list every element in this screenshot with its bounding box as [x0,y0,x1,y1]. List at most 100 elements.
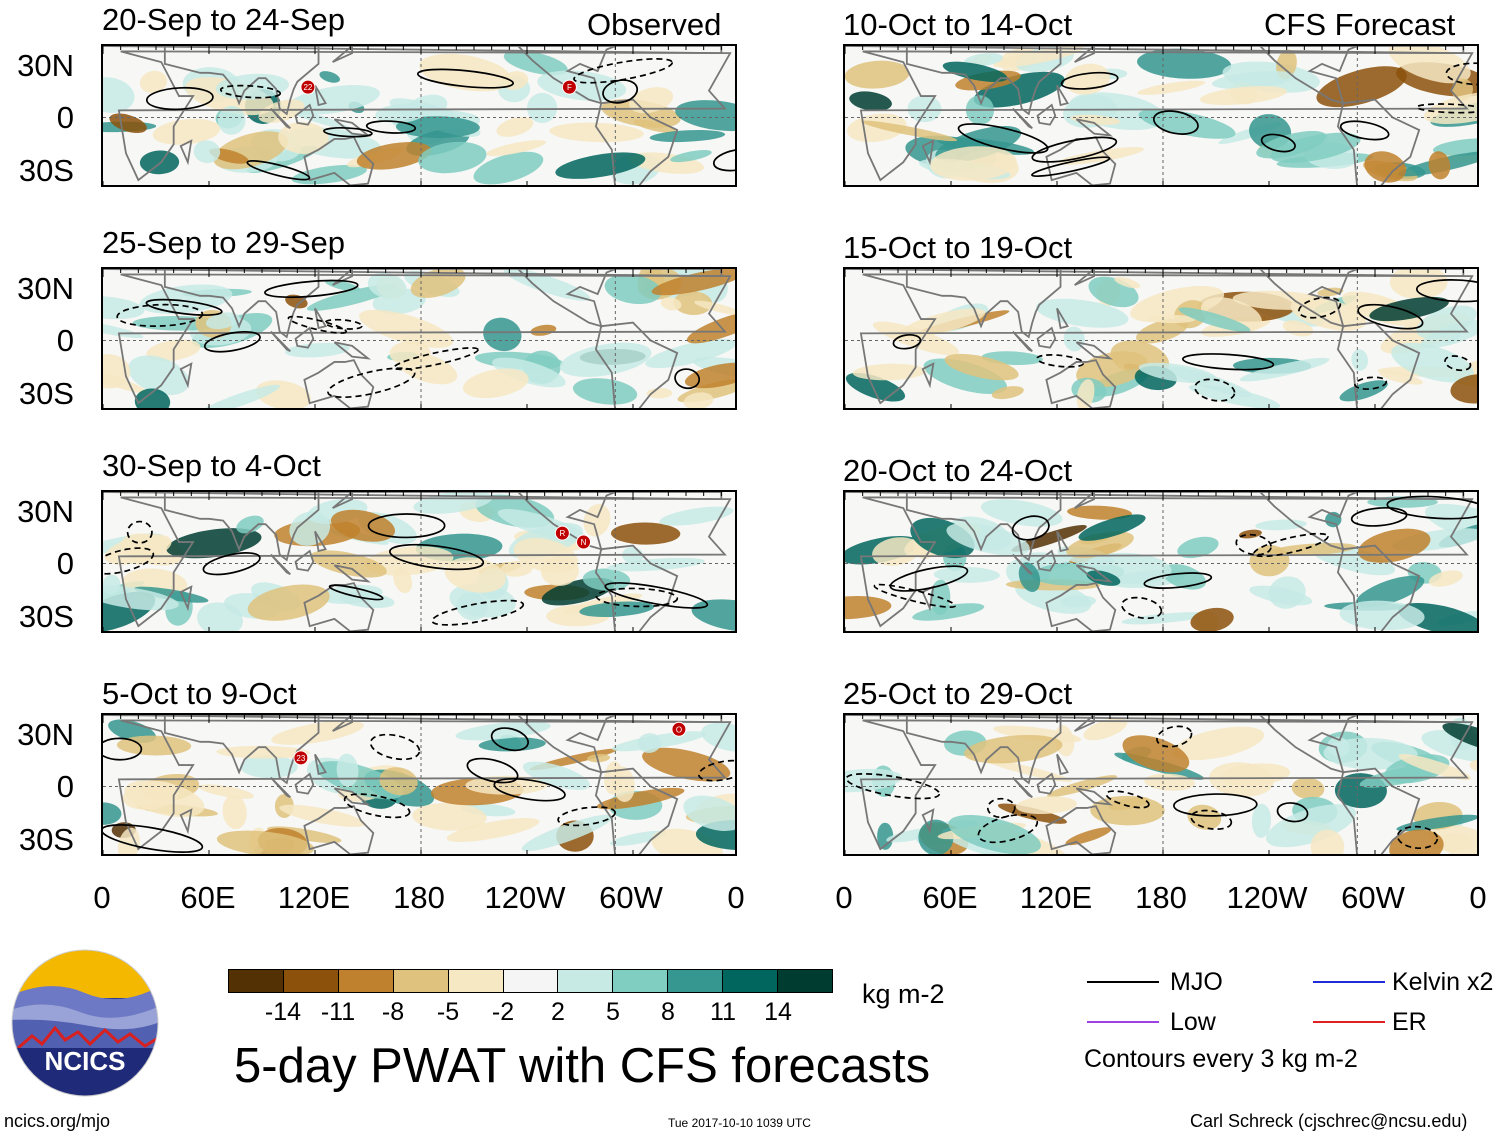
anomaly-shading [325,279,361,292]
main-title: 5-day PWAT with CFS forecasts [234,1039,931,1093]
coastline [117,496,732,628]
coastline [333,564,372,583]
coastline [1075,787,1114,806]
anomaly-shading [166,528,262,559]
coastline [921,585,935,612]
footer-url[interactable]: ncics.org/mjo [4,1111,111,1131]
mjo-contour [431,599,525,626]
colorbar-swatch [448,970,504,992]
mjo-contour [712,148,735,172]
coastline [303,136,375,185]
mjo-contour [1152,110,1199,135]
colorbar [228,969,833,993]
pwat-map: 23 O [103,715,735,854]
anomaly-shading [1416,305,1477,339]
anomaly-shading [1389,269,1448,300]
pwat-map [845,715,1477,854]
anomaly-shading [964,53,1003,67]
mjo-contour [1357,303,1424,330]
panel-title-fc-2: 15-Oct to 19-Oct [843,230,1073,265]
mjo-contour [145,86,214,111]
anomaly-shading [1420,320,1477,349]
anomaly-shading [236,515,264,534]
lat-label: 30N [17,271,74,306]
coastline [294,103,315,126]
anomaly-shading [963,734,1063,764]
anomaly-shading [103,296,145,320]
anomaly-shading [247,584,330,621]
anomaly-shading [1138,109,1236,139]
anomaly-shading [1251,803,1272,838]
anomaly-shading [216,830,315,854]
anomaly-shading [1137,48,1232,79]
lat-label: 30S [18,822,74,857]
mjo-contour [369,733,421,761]
anomaly-shading [559,342,652,377]
anomaly-shading [1212,70,1296,89]
anomaly-shading [1067,505,1133,520]
coastline [314,530,327,553]
anomaly-shading [483,317,522,352]
anomaly-shading [645,339,735,369]
anomaly-shading [103,354,131,389]
mjo-contour [323,126,373,138]
anomaly-shading [1078,514,1146,541]
anomaly-shading [1398,754,1472,781]
mjo-contour [493,777,566,802]
mjo-contour [466,757,519,784]
coastline [859,273,1474,405]
anomaly-shading [651,269,735,296]
anomaly-shading [670,150,712,163]
anomaly-shading [193,140,221,164]
colorbar-units: kg m-2 [862,979,945,1009]
legend-label-low: Low [1170,1008,1216,1036]
anomaly-shading [610,522,681,545]
map-panel-obs-4: 23 O [101,713,737,856]
colorbar-swatch [668,970,724,992]
anomaly-shading [395,116,480,138]
anomaly-shading [1011,525,1087,552]
lat-label: 30S [18,599,74,634]
mjo-contour [957,123,1049,154]
anomaly-shading [1442,722,1477,754]
coastline [179,362,193,389]
anomaly-shading [549,122,644,143]
mjo-contour [203,330,261,353]
anomaly-shading [1428,151,1451,180]
mjo-contour [986,797,1016,819]
anomaly-shading [642,747,731,782]
anomaly-shading [1239,357,1330,382]
anomaly-shading [1161,564,1207,590]
anomaly-shading [691,599,735,631]
anomaly-shading [103,77,135,113]
coastline [905,492,1062,562]
map-panel-obs-2 [101,267,737,410]
anomaly-shading [1122,735,1190,773]
anomaly-shading [609,830,667,846]
mjo-contour [697,759,735,782]
anomaly-shading [596,787,685,810]
anomaly-shading [1221,763,1291,786]
anomaly-shading [1424,503,1477,544]
anomaly-shading [199,384,281,408]
ncics-logo-icon: NCICS [11,949,159,1097]
coastline [1075,564,1114,583]
anomaly-shading [582,568,631,591]
colorbar-tick-label: -11 [320,998,356,1026]
anomaly-shading [1199,86,1287,106]
lon-label: 0 [727,880,745,915]
map-panel-fc-2 [843,267,1479,410]
mjo-contour [219,84,282,99]
colorbar-swatch [613,970,669,992]
legend-line-er [1313,1021,1385,1023]
anomaly-shading [540,556,579,586]
anomaly-shading [1450,374,1477,404]
anomaly-shading [607,557,705,572]
legend-line-kelvin [1313,981,1385,983]
storm-marker-icon: O [671,721,687,737]
map-panel-fc-3 [843,490,1479,633]
anomaly-shading [684,362,735,389]
lon-label: 0 [93,880,111,915]
lat-label: 30N [17,494,74,529]
mjo-contour [490,727,529,752]
